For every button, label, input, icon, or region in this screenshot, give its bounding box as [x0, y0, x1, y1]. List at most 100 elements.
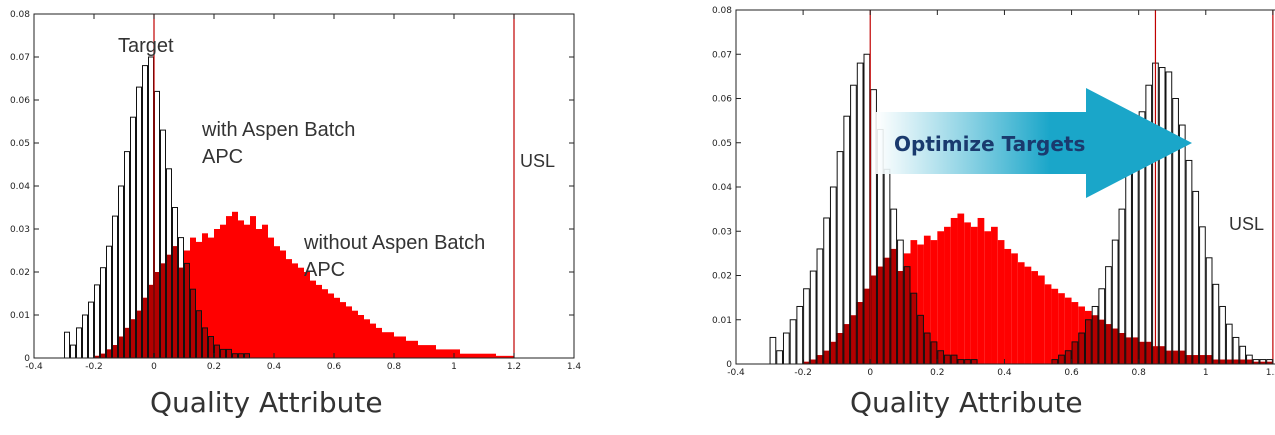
outline-bar — [1138, 111, 1146, 364]
overlap-bar — [232, 353, 238, 358]
filled-bar — [232, 211, 238, 358]
filled-bar — [502, 355, 508, 358]
overlap-bar — [220, 349, 226, 358]
outline-bar — [94, 284, 100, 358]
overlap-bar — [1111, 328, 1119, 364]
overlap-bar — [970, 359, 978, 364]
filled-bar — [196, 241, 202, 358]
outline-bar — [1071, 341, 1079, 364]
outline-bar — [823, 217, 830, 364]
overlap-bar — [863, 288, 871, 364]
outline-bar — [172, 207, 178, 358]
filled-bar — [930, 240, 938, 364]
filled-bar — [346, 306, 352, 358]
overlap-bar — [1212, 359, 1220, 364]
filled-bar — [984, 231, 992, 364]
filled-bar — [298, 267, 304, 358]
overlap-bar — [1071, 341, 1079, 364]
filled-bar — [376, 327, 382, 358]
filled-bar — [418, 345, 424, 358]
outline-bar — [196, 310, 202, 358]
outline-bar — [82, 314, 88, 358]
y-tick-label: 0.04 — [10, 182, 30, 192]
overlap-bar — [903, 266, 911, 364]
filled-bar — [1024, 266, 1032, 364]
x-tick-label: 0.4 — [267, 362, 282, 372]
x-tick-label: -0.4 — [727, 368, 745, 378]
plot-area — [769, 10, 1274, 364]
overlap-bar — [172, 246, 178, 358]
without-apc-label-line1: without Aspen Batch — [303, 232, 485, 254]
filled-bar — [286, 259, 292, 358]
overlap-bar — [883, 257, 891, 364]
filled-bar — [1031, 271, 1038, 364]
overlap-bar — [202, 327, 208, 358]
filled-bar — [400, 336, 406, 358]
overlap-bar — [1232, 359, 1240, 364]
overlap-bar — [112, 345, 118, 358]
with-apc-label-line2: APC — [202, 146, 243, 168]
outline-bar — [1212, 283, 1220, 364]
chart-panel-left: -0.4 -0.2 0 0.2 0.4 0.6 0.8 1 1.2 1.4 0 0.01 0.02 0.0… — [0, 0, 600, 435]
outline-bar — [957, 359, 965, 364]
y-tick-label: 0.05 — [712, 139, 732, 149]
overlap-bar — [816, 355, 824, 364]
overlap-bar — [244, 353, 250, 358]
outline-bar — [178, 237, 184, 358]
overlap-bar — [1205, 355, 1213, 364]
outline-bar — [1118, 208, 1126, 364]
y-tick-label: 0 — [726, 360, 732, 370]
outline-bar — [1051, 359, 1059, 364]
filled-bar — [923, 235, 931, 364]
overlap-bar — [1125, 337, 1132, 364]
overlap-bar — [803, 361, 810, 364]
overlap-bar — [136, 310, 142, 358]
x-tick-label: 0 — [867, 368, 873, 378]
overlap-bar — [856, 302, 864, 364]
overlap-bar — [1266, 361, 1273, 364]
overlap-bar — [1246, 359, 1253, 364]
optimize-arrow — [876, 88, 1192, 198]
overlap-bar — [964, 359, 971, 364]
filled-bar — [358, 315, 364, 358]
outline-bar — [1125, 173, 1132, 364]
filled-bar — [364, 319, 370, 358]
filled-bar — [388, 332, 394, 358]
outline-bar — [70, 344, 76, 358]
filled-bar — [340, 302, 346, 358]
outline-bar — [166, 168, 172, 358]
outline-bar — [1199, 226, 1206, 364]
overlap-bar — [1058, 355, 1065, 364]
outline-bar — [1131, 142, 1139, 364]
y-tick-label: 0.02 — [712, 272, 732, 282]
overlap-bar — [1199, 355, 1206, 364]
outline-bar — [1111, 239, 1119, 364]
outline-bar — [232, 353, 238, 358]
filled-bar — [382, 332, 388, 358]
histogram-chart-right: -0.4 -0.2 0 0.2 0.4 0.6 0.8 1 1.2 0 0.01 0.02 0.03 0.… — [712, 6, 1275, 378]
y-tick-label: 0.07 — [10, 53, 30, 63]
outline-bar — [829, 186, 837, 364]
filled-bar — [292, 263, 298, 358]
filled-bar — [1051, 288, 1059, 364]
outline-bar — [1172, 98, 1179, 364]
overlap-bar — [1091, 315, 1099, 364]
outline-bar — [917, 314, 924, 364]
filled-bar — [412, 340, 418, 358]
x-tick-label: 0.6 — [1064, 368, 1079, 378]
overlap-bar — [238, 353, 244, 358]
overlap-bar — [1192, 355, 1200, 364]
outline-bar — [130, 116, 136, 358]
filled-bar — [472, 353, 478, 358]
overlap-bar — [843, 324, 851, 364]
filled-bar — [268, 237, 274, 358]
filled-bar — [424, 345, 430, 358]
filled-bar — [304, 272, 310, 358]
filled-bar — [448, 349, 454, 358]
outline-bar — [789, 319, 797, 364]
plot-area — [64, 14, 515, 358]
overlap-bar — [1165, 350, 1173, 364]
overlap-bar — [226, 349, 232, 358]
y-tick-label: 0.02 — [10, 268, 30, 278]
outline-bar — [190, 288, 196, 358]
